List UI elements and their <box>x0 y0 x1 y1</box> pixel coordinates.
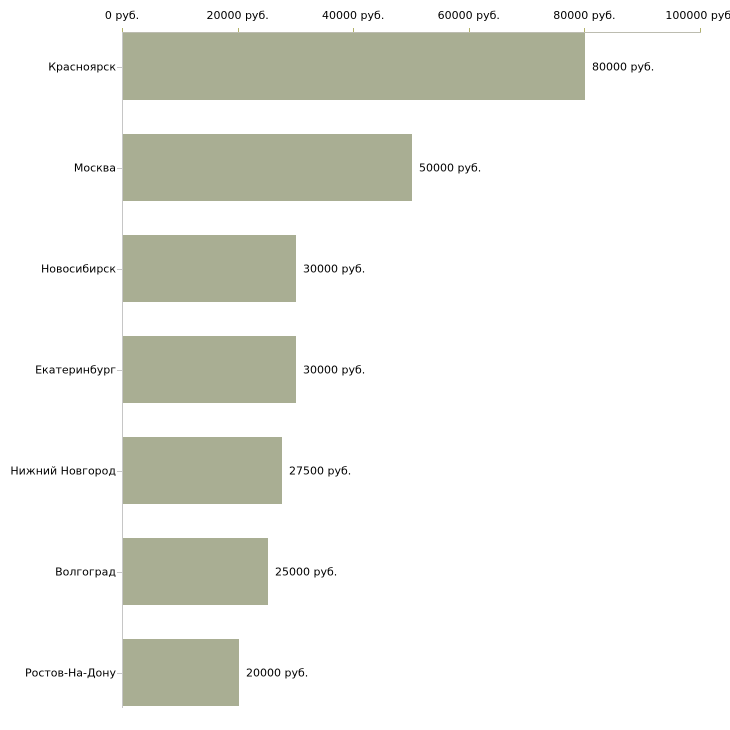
bar-value-label: 27500 руб. <box>289 464 352 477</box>
y-axis-line <box>122 32 123 708</box>
bar <box>123 235 296 302</box>
category-label: Екатеринбург <box>35 363 116 376</box>
category-label: Красноярск <box>48 60 116 73</box>
bar-value-label: 20000 руб. <box>246 666 309 679</box>
bar-value-label: 30000 руб. <box>303 363 366 376</box>
y-axis-tick <box>117 66 122 68</box>
x-axis-tick-label: 60000 руб. <box>437 9 500 22</box>
x-axis-tick-label: 100000 руб. <box>665 9 730 22</box>
x-axis-tick-label: 80000 руб. <box>553 9 616 22</box>
bar <box>123 437 282 504</box>
bar <box>123 538 268 605</box>
y-axis-tick <box>117 369 122 371</box>
category-label: Нижний Новгород <box>10 464 116 477</box>
bar-value-label: 30000 руб. <box>303 262 366 275</box>
x-axis-tick <box>237 28 239 32</box>
x-axis-tick-label: 0 руб. <box>104 9 140 22</box>
bar-value-label: 25000 руб. <box>275 565 338 578</box>
bar <box>123 336 296 403</box>
category-label: Волгоград <box>55 565 116 578</box>
x-axis-tick <box>468 28 470 32</box>
x-axis-tick <box>584 28 586 32</box>
y-axis-tick <box>117 470 122 472</box>
bar <box>123 134 412 201</box>
x-axis-tick <box>700 28 701 32</box>
bar-value-label: 80000 руб. <box>592 60 655 73</box>
x-axis-tick <box>122 28 123 32</box>
x-axis-line <box>122 32 701 33</box>
y-axis-tick <box>117 672 122 674</box>
bar <box>123 33 585 100</box>
x-axis-tick-label: 40000 руб. <box>322 9 385 22</box>
y-axis-tick <box>117 571 122 573</box>
category-label: Ростов-На-Дону <box>24 666 116 679</box>
bar-value-label: 50000 руб. <box>419 161 482 174</box>
y-axis-tick <box>117 167 122 169</box>
category-label: Москва <box>73 161 116 174</box>
x-axis-tick <box>353 28 355 32</box>
y-axis-tick <box>117 268 122 270</box>
bar <box>123 639 239 706</box>
x-axis-tick-label: 20000 руб. <box>206 9 269 22</box>
category-label: Новосибирск <box>40 262 116 275</box>
